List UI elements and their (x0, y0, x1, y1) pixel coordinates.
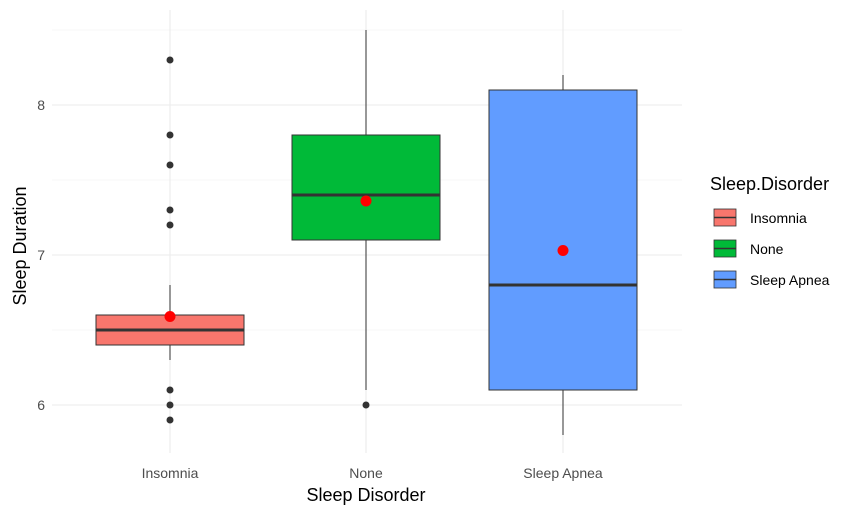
outlier-point (166, 56, 174, 64)
x-tick-label: Insomnia (142, 465, 199, 481)
legend-label: Sleep Apnea (750, 272, 830, 288)
box (291, 134, 441, 241)
legend-title: Sleep.Disorder (710, 174, 829, 194)
x-axis-title: Sleep Disorder (306, 485, 425, 505)
boxes (95, 30, 638, 435)
box-group (291, 30, 441, 409)
box (488, 89, 638, 391)
legend: Sleep.Disorder Insomnia None Sleep Apnea (710, 174, 830, 289)
x-axis-ticks: Insomnia None Sleep Apnea (142, 465, 603, 481)
outlier-point (166, 131, 174, 139)
y-axis-title: Sleep Duration (10, 186, 30, 305)
box-group (488, 75, 638, 435)
legend-label: Insomnia (750, 210, 807, 226)
legend-label: None (750, 241, 784, 257)
outlier-point (166, 221, 174, 229)
mean-point (557, 245, 569, 256)
y-tick-label: 8 (37, 97, 45, 113)
y-axis-ticks: 6 7 8 (37, 97, 45, 413)
mean-point (360, 195, 372, 207)
x-tick-label: Sleep Apnea (523, 465, 603, 481)
outlier-point (362, 401, 370, 409)
box-group (95, 56, 245, 424)
outlier-point (166, 161, 174, 169)
outlier-point (166, 206, 174, 214)
y-tick-label: 7 (37, 247, 45, 263)
y-tick-label: 6 (37, 397, 45, 413)
outlier-point (166, 386, 174, 394)
mean-point (164, 311, 176, 322)
outlier-point (166, 416, 174, 424)
outlier-point (166, 401, 174, 409)
x-tick-label: None (349, 465, 383, 481)
